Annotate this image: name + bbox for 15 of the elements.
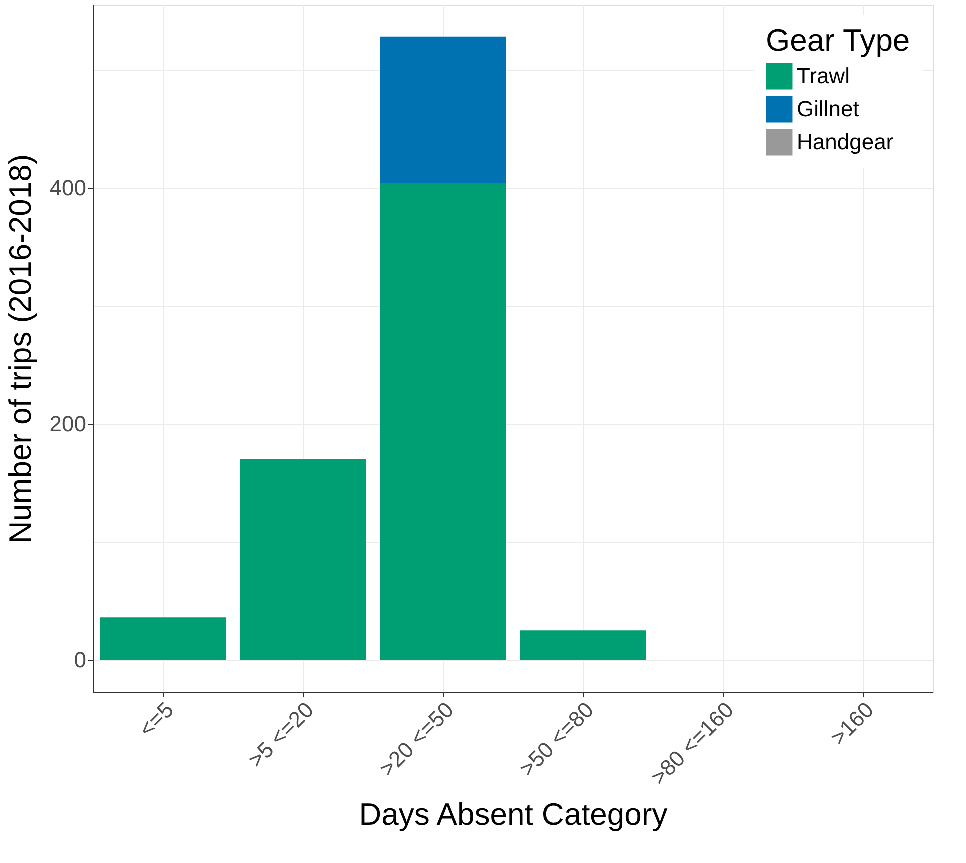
y-axis-title: Number of trips (2016-2018) [2,154,38,544]
legend-label: Trawl [797,64,850,88]
y-tick-label: 0 [74,648,86,673]
x-axis-title: Days Absent Category [359,797,668,832]
legend-label: Gillnet [797,96,860,122]
y-tick-label: 400 [50,175,86,200]
bar [380,183,506,660]
bar [380,36,506,184]
bar [520,630,646,660]
y-tick-label: 200 [50,412,86,437]
bar [240,459,366,660]
x-tick-label: <=5 [134,697,179,742]
bar [100,618,226,660]
legend-label: Handgear [797,130,894,154]
legend-title: Gear Type [766,23,910,58]
